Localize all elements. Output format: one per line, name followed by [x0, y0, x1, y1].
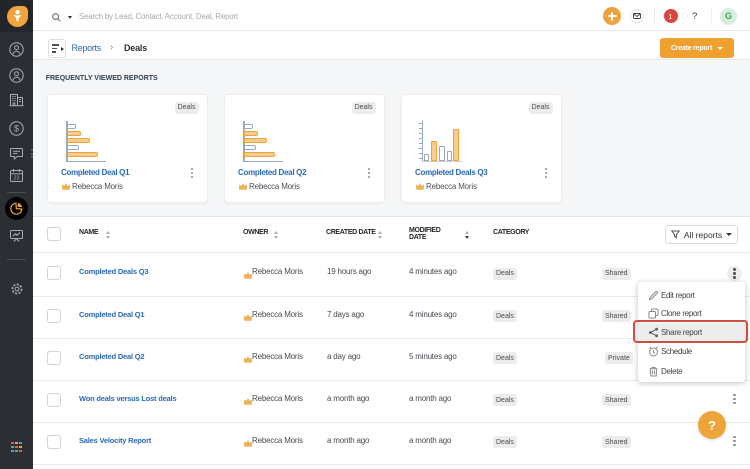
- svg-text:23: 23: [13, 176, 19, 182]
- svg-text:$: $: [14, 124, 19, 134]
